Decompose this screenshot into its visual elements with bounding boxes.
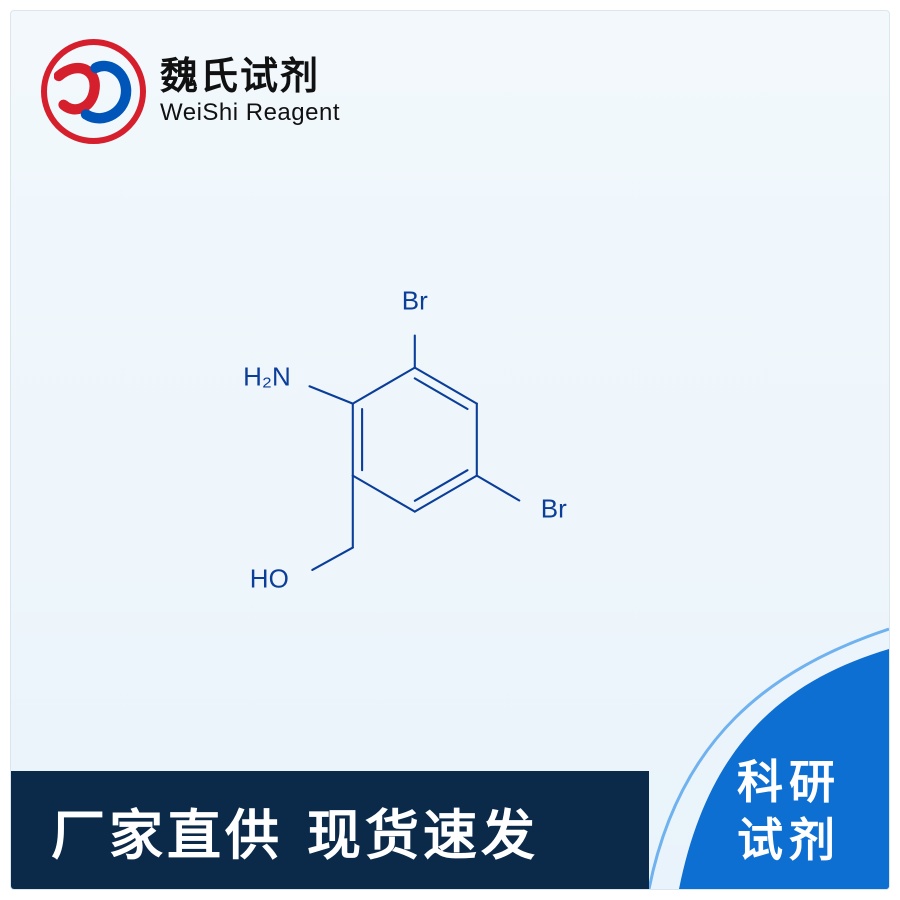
banner-left: 厂家直供 现货速发 xyxy=(11,771,649,889)
logo-mark xyxy=(41,39,146,144)
svg-text:HO: HO xyxy=(250,564,289,594)
banner-text-2: 现货速发 xyxy=(307,791,539,870)
product-card: 魏氏试剂 WeiShi Reagent Br Br H₂N HO 厂家直供 现货速发 … xyxy=(10,10,890,890)
banner-right-line1: 科研 xyxy=(719,754,859,812)
bottom-banner: 厂家直供 现货速发 科研 试剂 xyxy=(11,771,889,889)
logo-text: 魏氏试剂 WeiShi Reagent xyxy=(160,58,340,125)
molecule-structure: Br Br H₂N HO xyxy=(215,268,635,648)
svg-text:H₂N: H₂N xyxy=(243,362,291,392)
banner-text-1: 厂家直供 xyxy=(51,791,283,870)
banner-right: 科研 试剂 xyxy=(649,771,889,889)
banner-right-text: 科研 试剂 xyxy=(719,754,859,869)
svg-text:Br: Br xyxy=(402,286,428,316)
svg-text:Br: Br xyxy=(541,494,567,524)
banner-right-line2: 试剂 xyxy=(719,812,859,870)
logo-title-cn: 魏氏试剂 xyxy=(160,58,340,98)
molecule-svg: Br Br H₂N HO xyxy=(215,268,635,648)
logo-title-en: WeiShi Reagent xyxy=(160,100,340,125)
logo-swoosh-icon xyxy=(54,52,134,132)
brand-logo: 魏氏试剂 WeiShi Reagent xyxy=(41,39,340,144)
